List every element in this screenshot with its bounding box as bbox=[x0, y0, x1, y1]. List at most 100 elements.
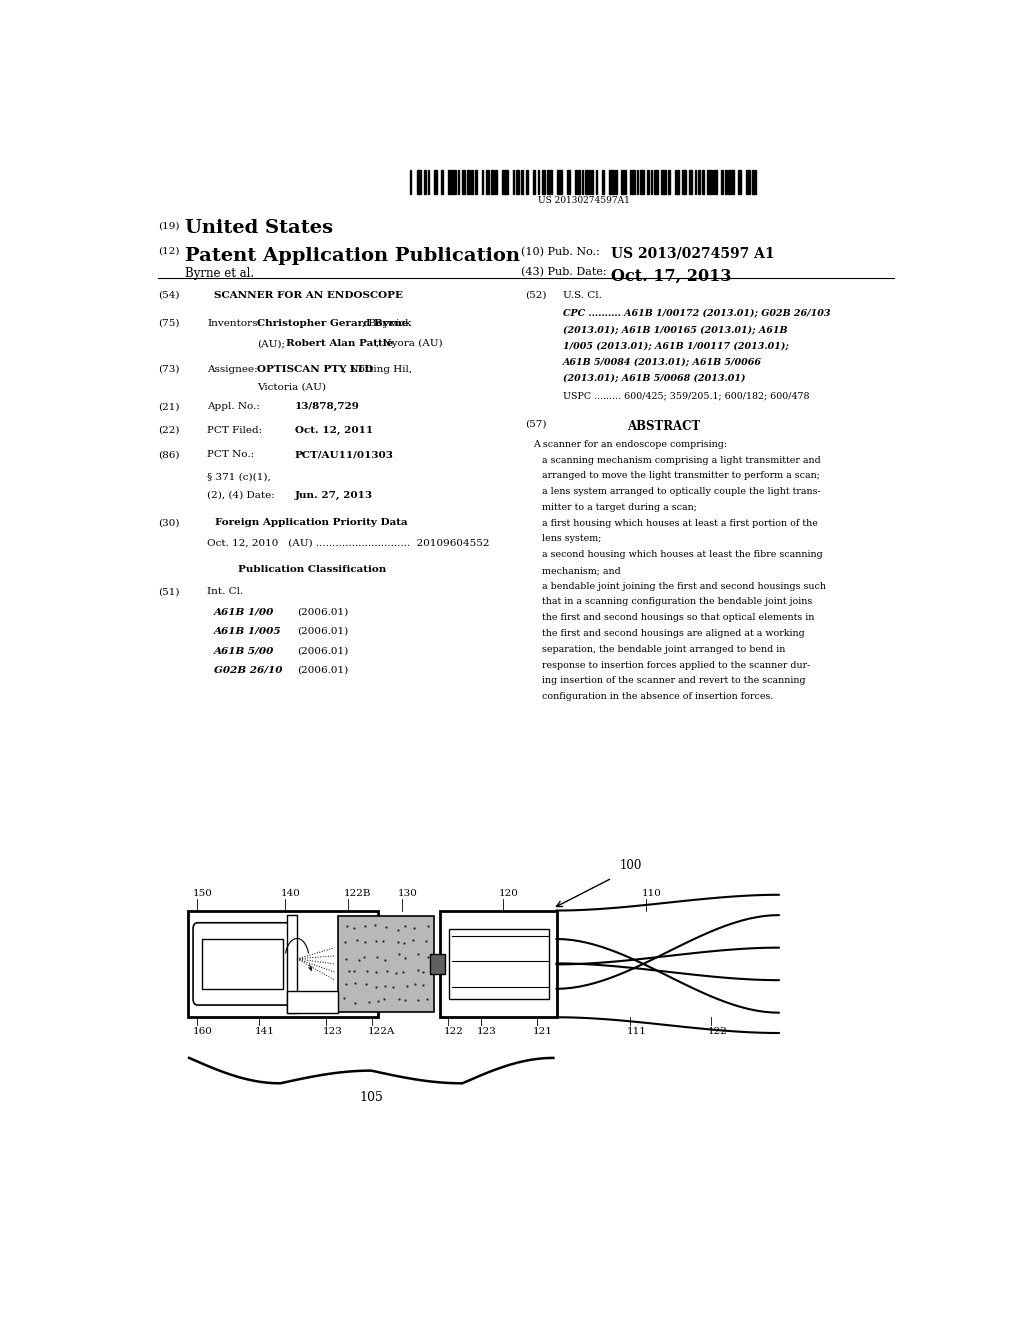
Text: mechanism; and: mechanism; and bbox=[532, 566, 621, 576]
Text: 121: 121 bbox=[532, 1027, 553, 1036]
Text: 122: 122 bbox=[443, 1027, 464, 1036]
Text: 1/005 (2013.01); A61B 1/00117 (2013.01);: 1/005 (2013.01); A61B 1/00117 (2013.01); bbox=[563, 342, 788, 350]
Text: (19): (19) bbox=[158, 222, 179, 231]
Text: PCT No.:: PCT No.: bbox=[207, 450, 255, 459]
Text: 130: 130 bbox=[397, 890, 418, 899]
Text: 123: 123 bbox=[477, 1027, 497, 1036]
Text: § 371 (c)(1),: § 371 (c)(1), bbox=[207, 473, 271, 482]
Text: ABSTRACT: ABSTRACT bbox=[627, 420, 700, 433]
Text: (2006.01): (2006.01) bbox=[297, 665, 348, 675]
Bar bbox=[631, 169, 635, 194]
Text: lens system;: lens system; bbox=[532, 535, 601, 544]
Text: U.S. Cl.: U.S. Cl. bbox=[563, 290, 602, 300]
Text: (2006.01): (2006.01) bbox=[297, 627, 348, 636]
Text: OPTISCAN PTY LTD: OPTISCAN PTY LTD bbox=[257, 364, 374, 374]
Bar bbox=[585, 169, 590, 194]
Text: United States: United States bbox=[185, 219, 333, 238]
Text: (57): (57) bbox=[524, 420, 546, 429]
Bar bbox=[615, 169, 617, 194]
Text: the first and second housings are aligned at a working: the first and second housings are aligne… bbox=[532, 630, 805, 638]
Bar bbox=[458, 169, 460, 194]
Bar bbox=[662, 169, 666, 194]
Text: 122: 122 bbox=[708, 1027, 727, 1036]
Text: PCT/AU11/01303: PCT/AU11/01303 bbox=[295, 450, 393, 459]
Text: a first housing which houses at least a first portion of the: a first housing which houses at least a … bbox=[532, 519, 817, 528]
Bar bbox=[474, 169, 477, 194]
Text: (73): (73) bbox=[158, 364, 179, 374]
Text: (2013.01); A61B 1/00165 (2013.01); A61B: (2013.01); A61B 1/00165 (2013.01); A61B bbox=[563, 325, 787, 334]
Text: (10) Pub. No.:: (10) Pub. No.: bbox=[521, 247, 600, 257]
Text: , Notting Hil,: , Notting Hil, bbox=[343, 364, 413, 374]
Text: (43) Pub. Date:: (43) Pub. Date: bbox=[521, 267, 606, 277]
Text: that in a scanning configuration the bendable joint joins: that in a scanning configuration the ben… bbox=[532, 598, 812, 606]
Bar bbox=[434, 169, 436, 194]
Bar bbox=[424, 169, 426, 194]
Bar bbox=[428, 169, 429, 194]
Text: (2), (4) Date:: (2), (4) Date: bbox=[207, 491, 275, 500]
Bar bbox=[575, 169, 577, 194]
Text: A61B 1/005: A61B 1/005 bbox=[214, 627, 282, 636]
Text: (AU);: (AU); bbox=[257, 339, 286, 348]
Bar bbox=[513, 169, 514, 194]
Bar bbox=[596, 169, 597, 194]
Text: Oct. 17, 2013: Oct. 17, 2013 bbox=[610, 267, 731, 284]
Text: A61B 5/0084 (2013.01); A61B 5/0066: A61B 5/0084 (2013.01); A61B 5/0066 bbox=[563, 358, 762, 367]
Bar bbox=[486, 169, 489, 194]
Bar bbox=[482, 169, 483, 194]
Text: Oct. 12, 2010   (AU) .............................  20109604552: Oct. 12, 2010 (AU) .....................… bbox=[207, 539, 489, 548]
Text: 160: 160 bbox=[194, 1027, 213, 1036]
Text: (2013.01); A61B 5/0068 (2013.01): (2013.01); A61B 5/0068 (2013.01) bbox=[563, 374, 745, 383]
Bar bbox=[745, 169, 750, 194]
Bar bbox=[566, 169, 569, 194]
Bar bbox=[738, 169, 741, 194]
Bar bbox=[622, 169, 626, 194]
Bar bbox=[430, 954, 445, 974]
Text: 122A: 122A bbox=[368, 1027, 395, 1036]
Bar bbox=[654, 169, 658, 194]
Bar bbox=[714, 169, 717, 194]
Bar bbox=[467, 169, 470, 194]
Text: configuration in the absence of insertion forces.: configuration in the absence of insertio… bbox=[532, 692, 773, 701]
Bar bbox=[557, 169, 562, 194]
Bar bbox=[722, 169, 723, 194]
Bar bbox=[689, 169, 692, 194]
Bar bbox=[471, 169, 473, 194]
Text: (30): (30) bbox=[158, 519, 179, 527]
Text: Byrne et al.: Byrne et al. bbox=[185, 267, 254, 280]
Text: A scanner for an endoscope comprising:: A scanner for an endoscope comprising: bbox=[532, 440, 727, 449]
Text: mitter to a target during a scan;: mitter to a target during a scan; bbox=[532, 503, 696, 512]
Bar bbox=[637, 169, 638, 194]
Text: a lens system arranged to optically couple the light trans-: a lens system arranged to optically coup… bbox=[532, 487, 820, 496]
Text: (52): (52) bbox=[524, 290, 546, 300]
Bar bbox=[503, 169, 508, 194]
Text: Patent Application Publication: Patent Application Publication bbox=[185, 247, 520, 265]
Text: 13/878,729: 13/878,729 bbox=[295, 403, 359, 412]
Bar bbox=[675, 169, 679, 194]
Text: a scanning mechanism comprising a light transmitter and: a scanning mechanism comprising a light … bbox=[532, 455, 820, 465]
Bar bbox=[609, 169, 613, 194]
Bar bbox=[582, 169, 584, 194]
Bar bbox=[707, 169, 713, 194]
Text: response to insertion forces applied to the scanner dur-: response to insertion forces applied to … bbox=[532, 660, 810, 669]
Text: Foreign Application Priority Data: Foreign Application Priority Data bbox=[215, 519, 408, 527]
Text: 122B: 122B bbox=[344, 890, 372, 899]
Bar bbox=[752, 169, 756, 194]
Text: US 20130274597A1: US 20130274597A1 bbox=[539, 195, 630, 205]
Text: Publication Classification: Publication Classification bbox=[238, 565, 386, 574]
Bar bbox=[698, 169, 699, 194]
Text: Inventors:: Inventors: bbox=[207, 319, 261, 327]
Bar bbox=[455, 169, 456, 194]
Text: 140: 140 bbox=[282, 890, 301, 899]
Text: CPC .......... A61B 1/00172 (2013.01); G02B 26/103: CPC .......... A61B 1/00172 (2013.01); G… bbox=[563, 309, 830, 318]
Bar bbox=[725, 169, 726, 194]
Text: A61B 5/00: A61B 5/00 bbox=[214, 647, 274, 655]
Text: (51): (51) bbox=[158, 587, 179, 597]
Text: SCANNER FOR AN ENDOSCOPE: SCANNER FOR AN ENDOSCOPE bbox=[214, 290, 402, 300]
Bar bbox=[202, 939, 283, 989]
Bar bbox=[187, 911, 378, 1018]
Bar bbox=[682, 169, 686, 194]
Text: , Berwick: , Berwick bbox=[362, 319, 412, 327]
Bar bbox=[647, 169, 649, 194]
Text: G02B 26/10: G02B 26/10 bbox=[214, 665, 283, 675]
Bar bbox=[602, 169, 603, 194]
